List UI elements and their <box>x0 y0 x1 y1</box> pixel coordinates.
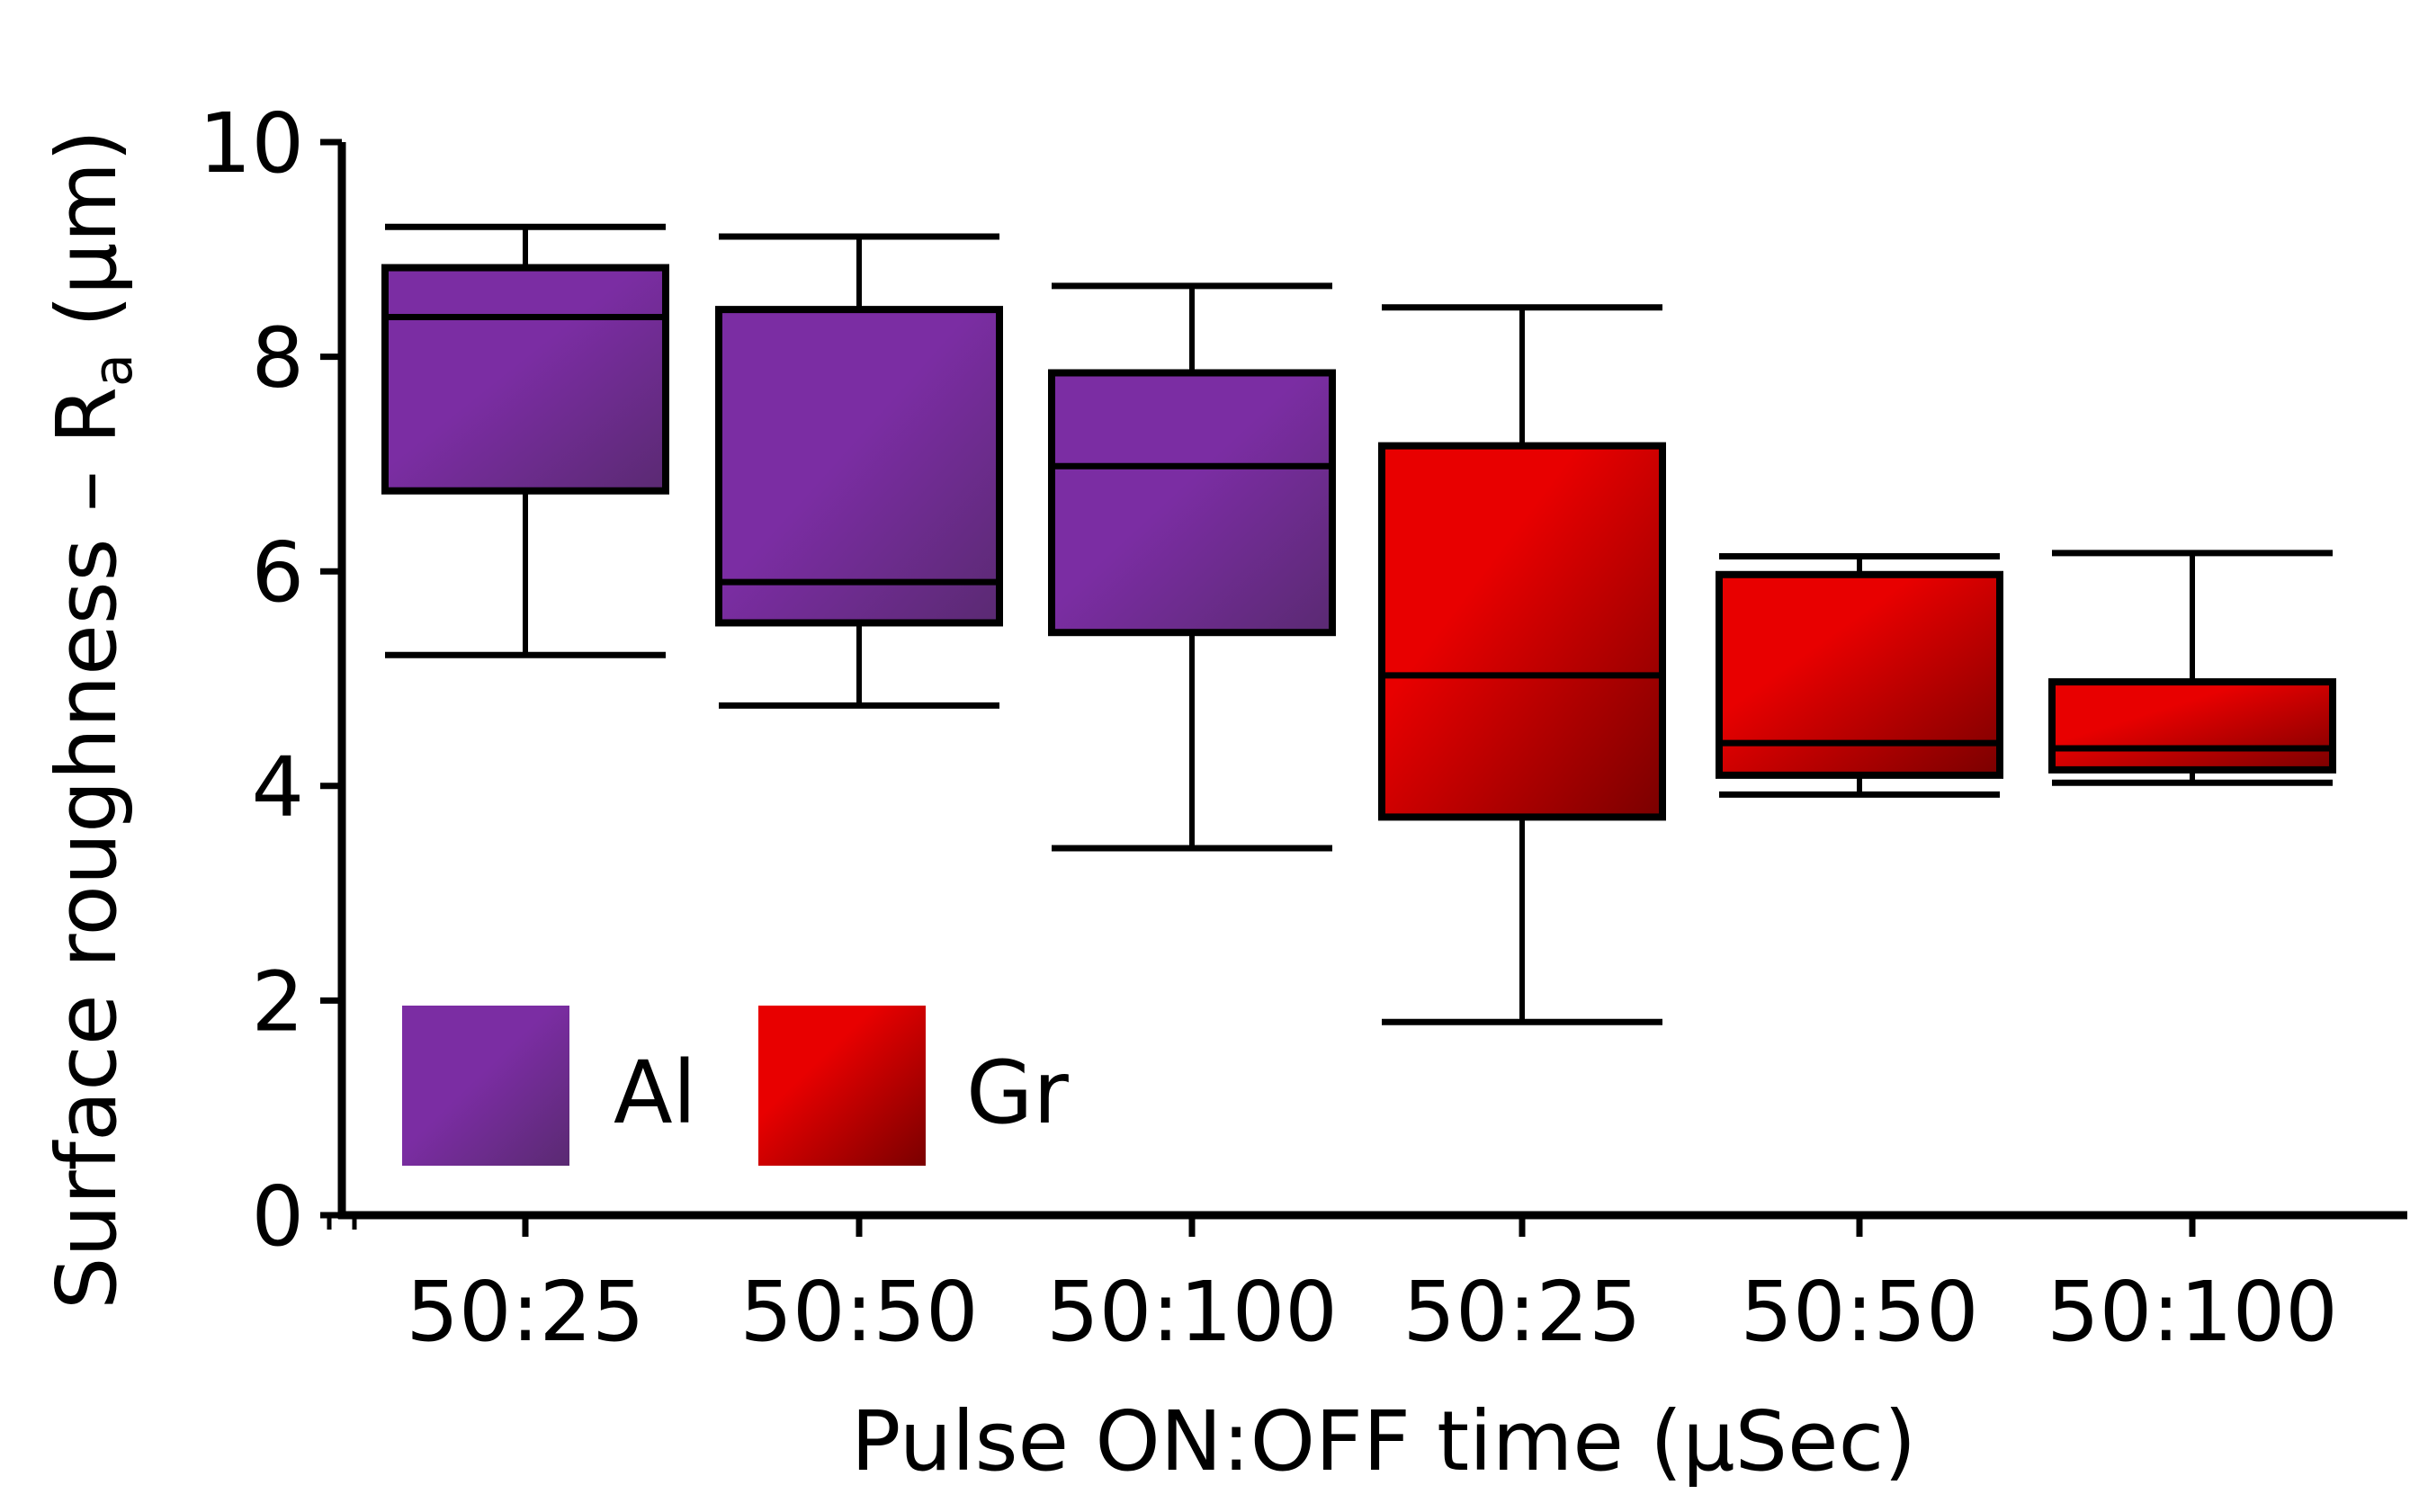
x-tick-label: 50:25 <box>1402 1264 1641 1360</box>
y-tick-label: 0 <box>251 1168 304 1265</box>
box-al-50-50 <box>715 233 1003 709</box>
box-al-50-100 <box>1048 282 1336 852</box>
y-tick-label: 10 <box>199 95 304 192</box>
box-al-50-25 <box>381 223 669 658</box>
box-gr-50-25 <box>1378 304 1666 1025</box>
box-gr-50-50 <box>1716 552 2003 798</box>
box-iqr <box>2048 678 2336 774</box>
y-tick-label: 2 <box>251 953 304 1050</box>
x-axis-title: Pulse ON:OFF time (μSec) <box>851 1393 1916 1490</box>
y-axis-title-subscript: a <box>82 353 145 387</box>
y-axis-title-main: Surface roughness – R <box>39 387 135 1310</box>
x-tick-label: 50:50 <box>1740 1264 1978 1360</box>
legend: Al Gr <box>402 1006 1069 1166</box>
y-axis-title: Surface roughness – Ra (μm) <box>39 130 145 1310</box>
boxes-layer <box>381 223 2336 1025</box>
y-tick-label: 4 <box>251 739 304 836</box>
box-iqr <box>1378 442 1666 821</box>
legend-label-gr: Gr <box>966 1042 1069 1143</box>
y-tick-label: 6 <box>251 524 304 621</box>
box-gr-50-100 <box>2048 550 2336 786</box>
box-iqr <box>715 306 1003 627</box>
legend-swatch-gr <box>758 1006 926 1166</box>
y-ticks: 0 2 4 6 8 10 <box>199 95 342 1265</box>
x-tick-label: 50:100 <box>2047 1264 2338 1360</box>
x-tick-label: 50:100 <box>1046 1264 1338 1360</box>
x-tick-label: 50:50 <box>739 1264 978 1360</box>
box-iqr <box>381 264 669 495</box>
legend-label-al: Al <box>614 1042 696 1143</box>
y-tick-label: 8 <box>251 310 304 407</box>
legend-swatch-al <box>402 1006 569 1166</box>
x-tick-label: 50:25 <box>406 1264 644 1360</box>
x-ticks: 50:25 50:50 50:100 50:25 50:50 50:100 <box>327 1215 2338 1360</box>
box-iqr <box>1048 369 1336 637</box>
y-axis-title-unit: (μm) <box>39 130 135 353</box>
